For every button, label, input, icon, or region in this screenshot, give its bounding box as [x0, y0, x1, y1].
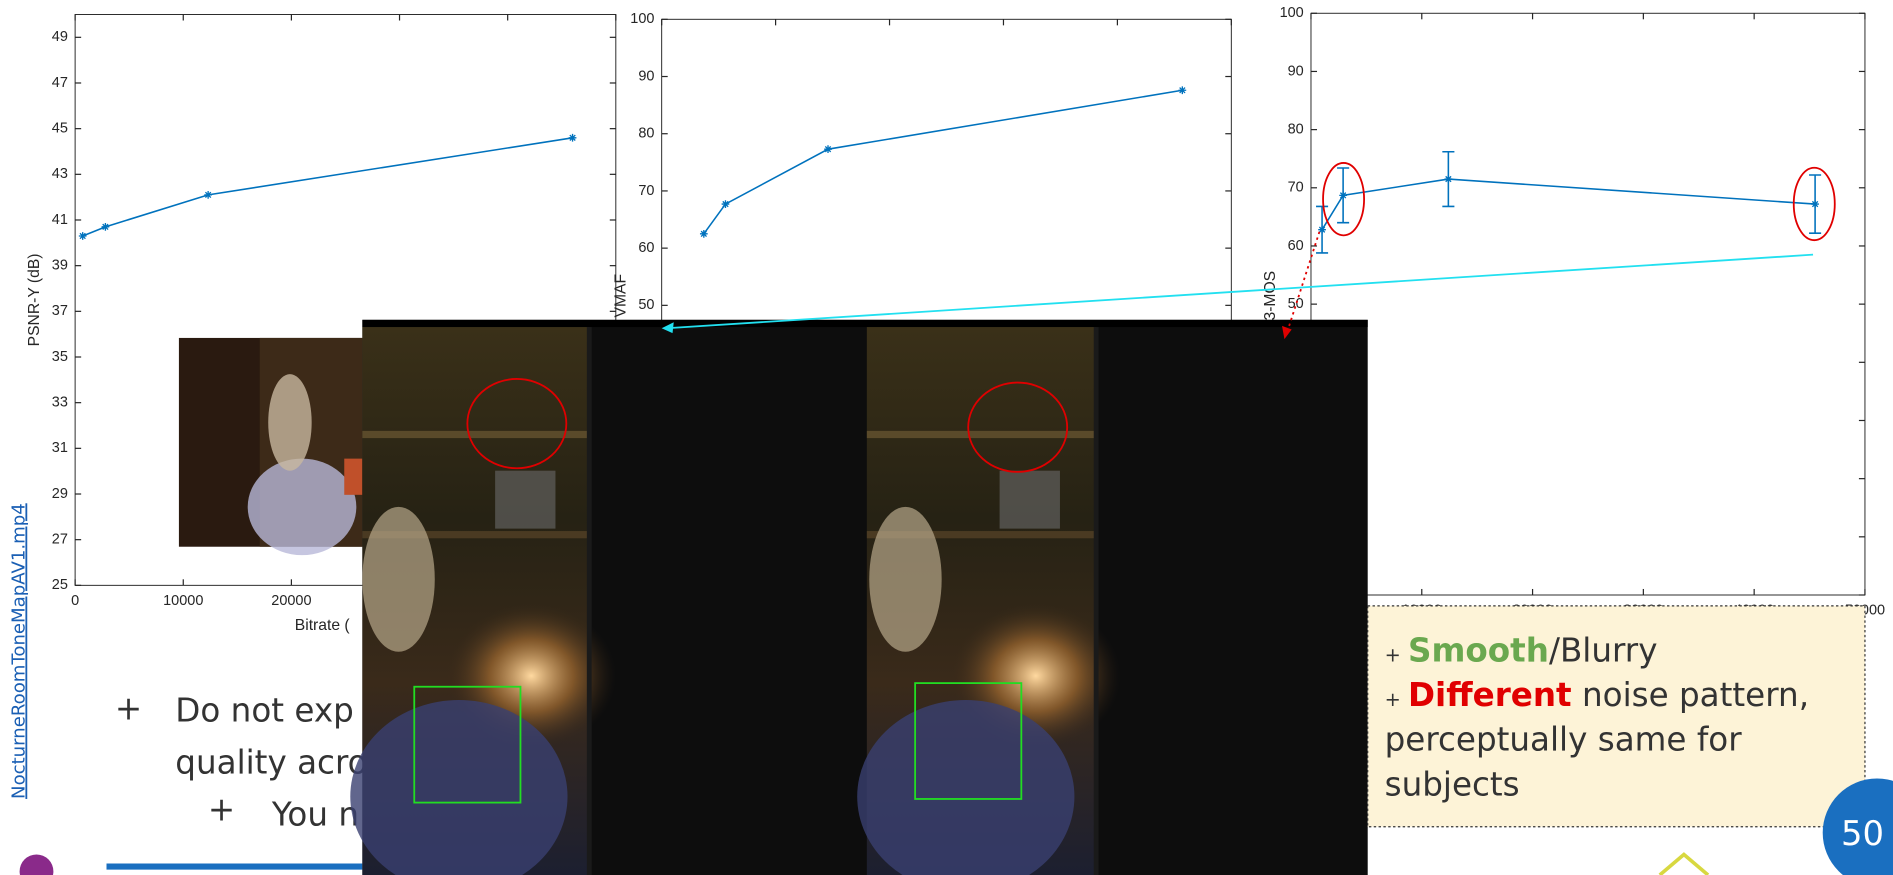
y-tick-label: 100 — [630, 11, 654, 27]
y-tick-label: 33 — [52, 394, 68, 410]
callout-text: noise pattern, — [1572, 676, 1809, 714]
bullet-text: quality acro — [175, 744, 367, 782]
y-tick-label: 50 — [638, 297, 654, 313]
y-tick-label: 80 — [1288, 121, 1304, 137]
y-tick-label: 39 — [52, 257, 68, 273]
page-number: 50 — [1841, 814, 1884, 853]
data-point — [824, 145, 832, 153]
y-tick-label: 37 — [52, 303, 68, 319]
bullet-marker: + — [208, 791, 235, 829]
y-axis-label: VMAF — [612, 274, 629, 318]
y-tick-label: 35 — [52, 349, 68, 365]
callout: + Smooth/Blurry + Different noise pattern,… — [1368, 606, 1865, 827]
data-point — [79, 232, 87, 240]
data-point — [1811, 200, 1819, 208]
y-tick-label: 25 — [52, 577, 68, 593]
x-axis-label: Bitrate ( — [295, 617, 351, 634]
y-tick-label: 45 — [52, 120, 68, 136]
y-tick-label: 90 — [638, 68, 654, 84]
emphasis: Different — [1408, 676, 1572, 714]
bullet-marker: + — [115, 689, 142, 727]
callout-line: + Different noise pattern, — [1385, 676, 1809, 714]
x-tick-label: 10000 — [163, 593, 203, 609]
y-tick-label: 70 — [1288, 180, 1304, 196]
y-tick-label: 60 — [1288, 238, 1304, 254]
thumbnail — [179, 338, 362, 555]
slide: 2527293133353739414345474901000020000300… — [0, 0, 1893, 875]
y-tick-label: 100 — [1280, 5, 1304, 21]
x-tick-label: 0 — [71, 593, 79, 609]
emphasis: Smooth — [1408, 631, 1549, 669]
y-tick-label: 27 — [52, 532, 68, 548]
video-link[interactable]: NocturneRoomToneMapAV1.mp4 — [8, 503, 29, 799]
callout-text: /Blurry — [1549, 631, 1658, 669]
y-tick-label: 29 — [52, 486, 68, 502]
bullet-text: Do not exp — [175, 692, 354, 730]
bullet-text: You n — [271, 796, 359, 834]
y-tick-label: 43 — [52, 166, 68, 182]
y-tick-label: 70 — [638, 183, 654, 199]
data-point — [1339, 191, 1347, 199]
y-axis-label: PSNR-Y (dB) — [26, 253, 43, 346]
y-tick-label: 41 — [52, 212, 68, 228]
x-tick-label: 20000 — [271, 593, 311, 609]
y-tick-label: 80 — [638, 126, 654, 142]
y-tick-label: 31 — [52, 440, 68, 456]
y-tick-label: 50 — [1288, 296, 1304, 312]
y-tick-label: 90 — [1288, 63, 1304, 79]
data-point — [700, 230, 708, 238]
bullet-marker: + — [1385, 643, 1401, 666]
y-axis-label: 3-MOS — [1262, 271, 1279, 321]
callout-line: + Smooth/Blurry — [1385, 631, 1658, 669]
callout-text: perceptually same for — [1385, 721, 1743, 759]
y-tick-label: 60 — [638, 240, 654, 256]
y-tick-label: 49 — [52, 29, 68, 45]
callout-text: subjects — [1385, 765, 1520, 803]
y-tick-label: 47 — [52, 75, 68, 91]
bullet-marker: + — [1385, 688, 1401, 711]
video-frames — [350, 320, 1367, 875]
